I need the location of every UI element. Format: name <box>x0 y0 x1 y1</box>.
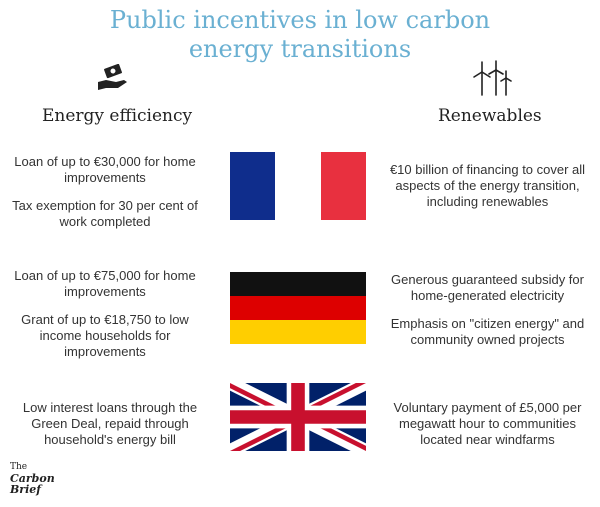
france-efficiency-item: Tax exemption for 30 per cent of work co… <box>12 198 198 229</box>
france-renewables-cell: €10 billion of financing to cover all as… <box>385 162 590 210</box>
wind-turbines-icon <box>472 60 512 101</box>
germany-renewables-item: Generous guaranteed subsidy for home-gen… <box>391 272 584 303</box>
france-flag <box>230 152 366 220</box>
column-header-renewables: Renewables <box>438 106 542 126</box>
uk-efficiency-item: Low interest loans through the Green Dea… <box>22 400 198 447</box>
france-renewables-item: €10 billion of financing to cover all as… <box>389 162 586 209</box>
germany-flag <box>230 272 366 344</box>
germany-renewables-cell: Generous guaranteed subsidy for home-gen… <box>385 272 590 348</box>
logo-line-2: Carbon <box>10 472 55 485</box>
germany-efficiency-item: Grant of up to €18,750 to low income hou… <box>21 312 189 359</box>
uk-flag <box>230 383 366 451</box>
germany-efficiency-item: Loan of up to €75,000 for home improveme… <box>14 268 196 299</box>
france-efficiency-item: Loan of up to €30,000 for home improveme… <box>14 154 196 185</box>
page-title: Public incentives in low carbon energy t… <box>0 6 600 64</box>
logo-line-3: Brief <box>10 483 42 496</box>
carbon-brief-logo: The Carbon Brief <box>10 462 55 495</box>
title-line-2: energy transitions <box>188 35 412 63</box>
column-header-energy-efficiency: Energy efficiency <box>42 106 193 126</box>
uk-renewables-item: Voluntary payment of £5,000 per megawatt… <box>393 400 582 447</box>
germany-efficiency-cell: Loan of up to €75,000 for home improveme… <box>5 268 205 360</box>
uk-efficiency-cell: Low interest loans through the Green Dea… <box>5 400 215 448</box>
title-line-1: Public incentives in low carbon <box>109 6 491 34</box>
germany-renewables-item: Emphasis on "citizen energy" and communi… <box>390 316 585 347</box>
france-efficiency-cell: Loan of up to €30,000 for home improveme… <box>5 154 205 230</box>
uk-renewables-cell: Voluntary payment of £5,000 per megawatt… <box>385 400 590 448</box>
hand-money-icon <box>96 63 130 99</box>
logo-line-1: The <box>10 462 28 472</box>
